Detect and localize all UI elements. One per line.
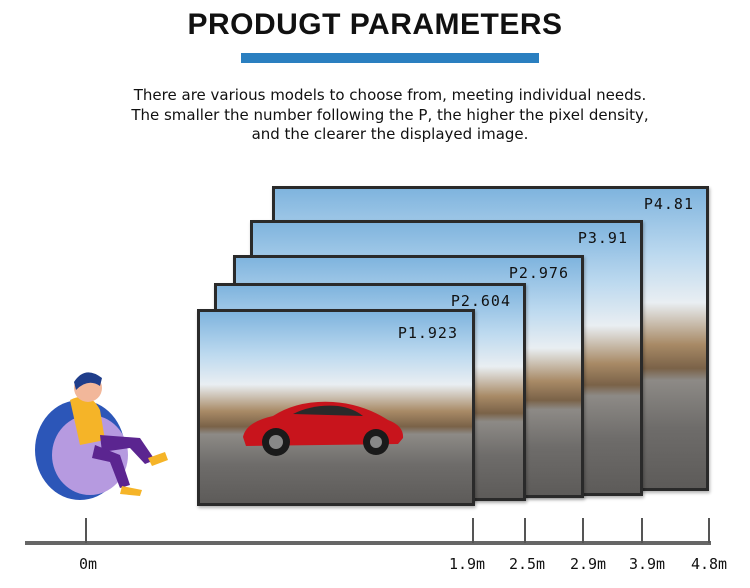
- page-title: PRODUGT PARAMETERS: [187, 8, 563, 41]
- screen-label: P2.604: [450, 292, 511, 310]
- title-underline: [241, 53, 539, 63]
- tick-4-8m: [708, 518, 710, 543]
- person-on-beanbag-icon: [35, 372, 168, 500]
- screen-label: P1.923: [397, 324, 458, 342]
- tick-label: 2.5m: [508, 555, 546, 573]
- tick-label: 2.9m: [569, 555, 607, 573]
- tick-label: 4.8m: [690, 555, 728, 573]
- screen-label: P4.81: [643, 195, 694, 213]
- tick-2-9m: [582, 518, 584, 543]
- screen-label: P2.976: [508, 264, 569, 282]
- tick-1-9m: [472, 518, 474, 543]
- tick-label: 1.9m: [448, 555, 486, 573]
- tick-0m: [85, 518, 87, 543]
- description: There are various models to choose from,…: [131, 86, 649, 143]
- red-sports-car-icon: [243, 401, 404, 456]
- tick-label: 3.9m: [628, 555, 666, 573]
- screen-label: P3.91: [577, 229, 628, 247]
- tick-2-5m: [524, 518, 526, 543]
- distance-axis: [25, 541, 711, 545]
- tick-3-9m: [641, 518, 643, 543]
- screen-p1-923: P1.923: [197, 309, 475, 506]
- tick-label: 0m: [78, 555, 98, 573]
